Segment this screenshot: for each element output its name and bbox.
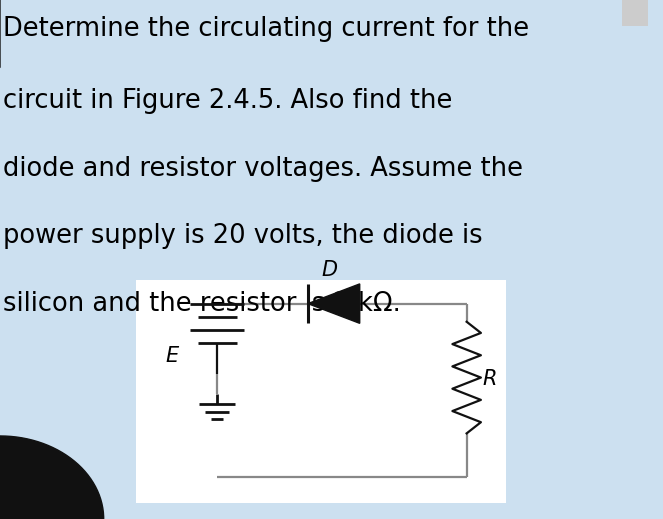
Text: power supply is 20 volts, the diode is: power supply is 20 volts, the diode is — [3, 223, 483, 249]
Text: R: R — [483, 369, 497, 389]
Text: circuit in Figure 2.4.5. Also find the: circuit in Figure 2.4.5. Also find the — [3, 88, 453, 114]
Text: E: E — [165, 346, 178, 365]
Bar — [136, 280, 506, 503]
Text: silicon and the resistor is 2 kΩ.: silicon and the resistor is 2 kΩ. — [3, 291, 401, 317]
Text: diode and resistor voltages. Assume the: diode and resistor voltages. Assume the — [3, 156, 523, 182]
Text: D: D — [321, 260, 337, 280]
Text: Determine the circulating current for the: Determine the circulating current for th… — [3, 16, 529, 42]
Polygon shape — [0, 436, 103, 519]
Bar — [622, 0, 648, 26]
Polygon shape — [308, 284, 360, 323]
